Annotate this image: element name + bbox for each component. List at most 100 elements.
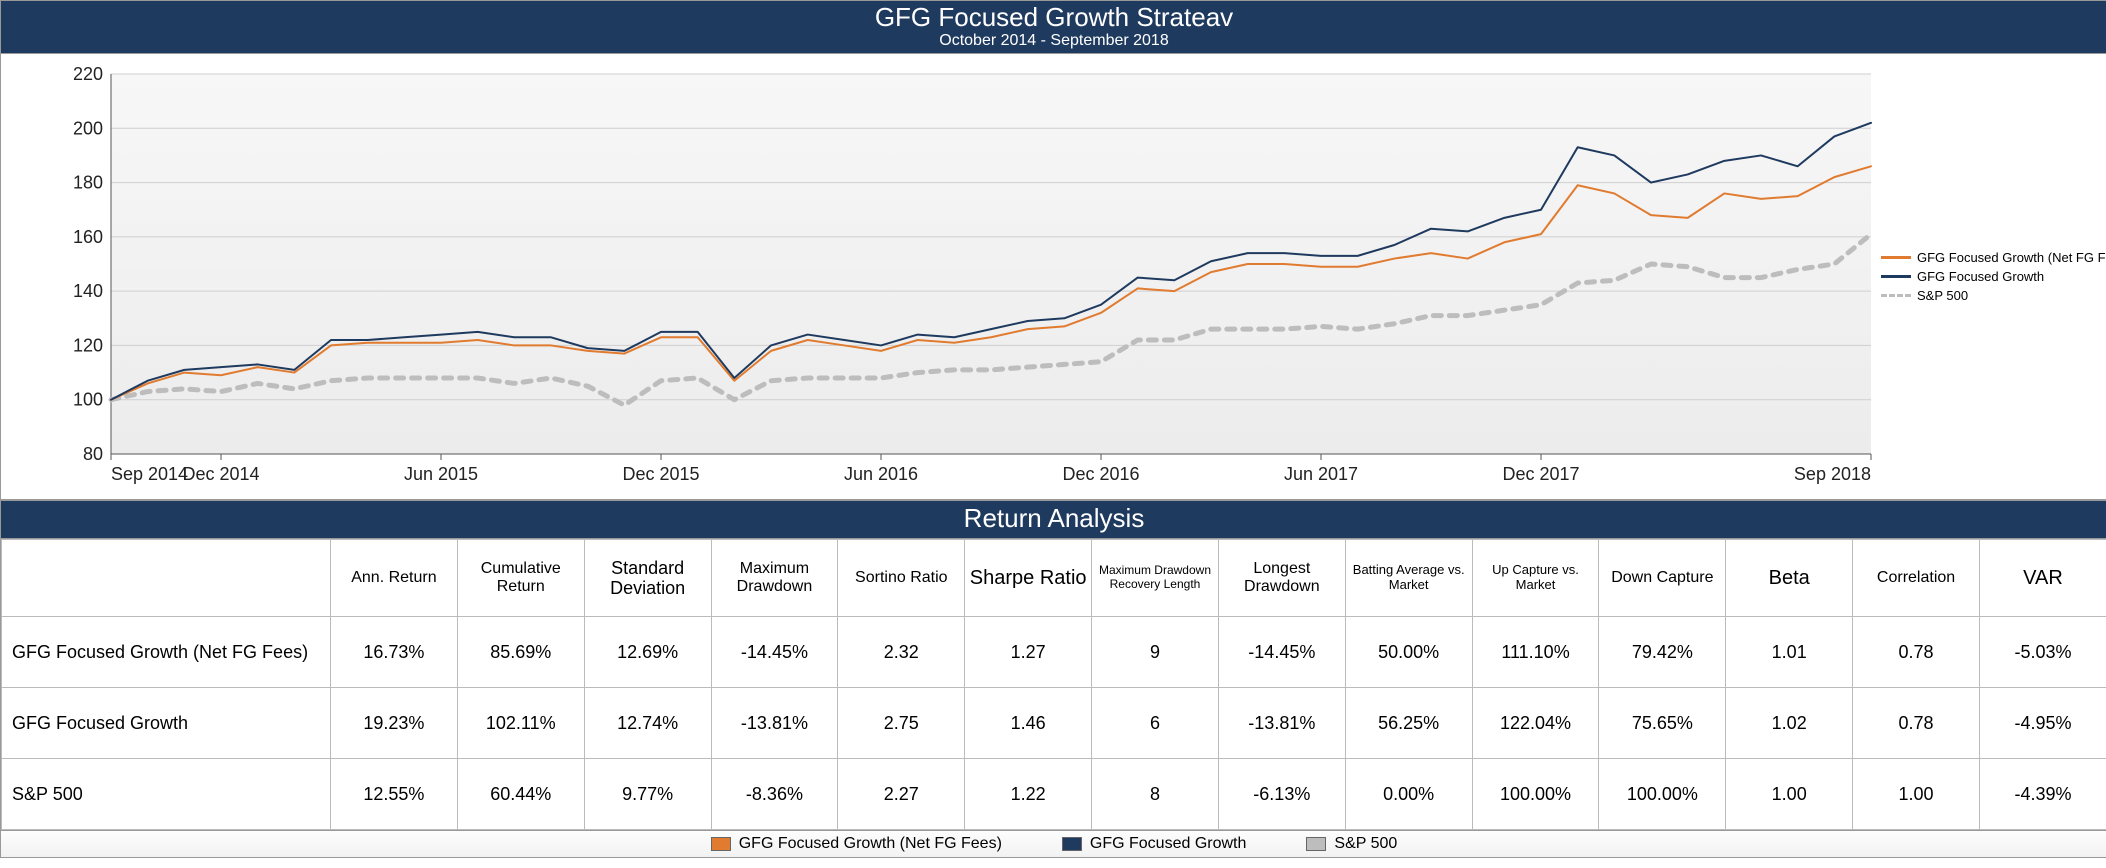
legend-label: S&P 500: [1917, 288, 1968, 303]
table-row: GFG Focused Growth (Net FG Fees)16.73%85…: [2, 617, 2106, 688]
table-cell: 56.25%: [1345, 688, 1472, 759]
table-cell: 60.44%: [457, 759, 584, 830]
table-column-header: Batting Average vs. Market: [1345, 540, 1472, 617]
bottom-legend-item: GFG Focused Growth (Net FG Fees): [711, 835, 1002, 853]
table-cell: -5.03%: [1979, 617, 2106, 688]
table-cell: 50.00%: [1345, 617, 1472, 688]
legend-swatch: [711, 837, 731, 851]
table-cell: 85.69%: [457, 617, 584, 688]
legend-line-swatch: [1881, 294, 1911, 297]
return-analysis-table: Ann. ReturnCumulative ReturnStandard Dev…: [1, 539, 2106, 830]
table-cell: -13.81%: [711, 688, 838, 759]
table-cell: 0.00%: [1345, 759, 1472, 830]
bottom-legend: GFG Focused Growth (Net FG Fees) GFG Focu…: [1, 830, 2106, 857]
svg-text:Sep 2014: Sep 2014: [111, 464, 188, 484]
legend-item: GFG Focused Growth (Net FG Fees): [1881, 250, 2106, 265]
growth-chart: 80100120140160180200220Sep 2014Dec 2014J…: [1, 54, 2106, 500]
table-column-header: Standard Deviation: [584, 540, 711, 617]
table-column-header: Longest Drawdown: [1218, 540, 1345, 617]
table-cell: 102.11%: [457, 688, 584, 759]
return-analysis-title: Return Analysis: [1, 500, 2106, 539]
svg-text:140: 140: [73, 281, 103, 301]
table-row-label: S&P 500: [2, 759, 331, 830]
bottom-legend-item: GFG Focused Growth: [1062, 835, 1247, 853]
report-container: GFG Focused Growth Strateav October 2014…: [0, 0, 2106, 858]
bottom-legend-label: S&P 500: [1334, 835, 1397, 853]
table-cell: 19.23%: [331, 688, 458, 759]
table-cell: 79.42%: [1599, 617, 1726, 688]
svg-text:Sep 2018: Sep 2018: [1794, 464, 1871, 484]
table-cell: 6: [1092, 688, 1219, 759]
table-cell: 1.02: [1726, 688, 1853, 759]
table-cell: 2.75: [838, 688, 965, 759]
table-cell: 1.27: [965, 617, 1092, 688]
table-cell: 100.00%: [1472, 759, 1599, 830]
table-column-header: Maximum Drawdown: [711, 540, 838, 617]
bottom-legend-item: S&P 500: [1306, 835, 1397, 853]
svg-text:160: 160: [73, 227, 103, 247]
table-cell: -6.13%: [1218, 759, 1345, 830]
table-cell: 100.00%: [1599, 759, 1726, 830]
bottom-legend-label: GFG Focused Growth: [1090, 835, 1247, 853]
legend-item: GFG Focused Growth: [1881, 269, 2106, 284]
table-cell: -4.95%: [1979, 688, 2106, 759]
svg-text:Dec 2015: Dec 2015: [622, 464, 699, 484]
table-column-header: Correlation: [1853, 540, 1980, 617]
table-cell: -14.45%: [1218, 617, 1345, 688]
table-header-blank: [2, 540, 331, 617]
svg-text:180: 180: [73, 173, 103, 193]
table-column-header: VAR: [1979, 540, 2106, 617]
page-subtitle: October 2014 - September 2018: [1, 32, 2106, 50]
table-cell: 75.65%: [1599, 688, 1726, 759]
table-cell: -14.45%: [711, 617, 838, 688]
table-cell: 9.77%: [584, 759, 711, 830]
legend-swatch: [1062, 837, 1082, 851]
table-row-label: GFG Focused Growth (Net FG Fees): [2, 617, 331, 688]
svg-text:200: 200: [73, 118, 103, 138]
table-cell: -13.81%: [1218, 688, 1345, 759]
table-column-header: Maximum Drawdown Recovery Length: [1092, 540, 1219, 617]
table-cell: 12.74%: [584, 688, 711, 759]
table-column-header: Down Capture: [1599, 540, 1726, 617]
title-bar: GFG Focused Growth Strateav October 2014…: [1, 1, 2106, 54]
table-cell: 0.78: [1853, 617, 1980, 688]
chart-plot-area: 80100120140160180200220Sep 2014Dec 2014J…: [1, 54, 1881, 499]
table-cell: 1.22: [965, 759, 1092, 830]
page-title: GFG Focused Growth Strateav: [1, 3, 2106, 32]
table-row-label: GFG Focused Growth: [2, 688, 331, 759]
table-cell: 1.46: [965, 688, 1092, 759]
table-cell: 2.32: [838, 617, 965, 688]
table-cell: 12.55%: [331, 759, 458, 830]
table-column-header: Cumulative Return: [457, 540, 584, 617]
svg-text:Jun 2016: Jun 2016: [844, 464, 918, 484]
table-cell: -8.36%: [711, 759, 838, 830]
legend-label: GFG Focused Growth (Net FG Fees): [1917, 250, 2106, 265]
table-cell: 12.69%: [584, 617, 711, 688]
svg-text:Dec 2014: Dec 2014: [182, 464, 259, 484]
svg-text:Jun 2015: Jun 2015: [404, 464, 478, 484]
svg-text:220: 220: [73, 64, 103, 84]
table-column-header: Sharpe Ratio: [965, 540, 1092, 617]
table-cell: -4.39%: [1979, 759, 2106, 830]
svg-text:Jun 2017: Jun 2017: [1284, 464, 1358, 484]
table-cell: 0.78: [1853, 688, 1980, 759]
svg-text:Dec 2017: Dec 2017: [1502, 464, 1579, 484]
table-cell: 122.04%: [1472, 688, 1599, 759]
legend-swatch: [1306, 837, 1326, 851]
table-row: S&P 50012.55%60.44%9.77%-8.36%2.271.228-…: [2, 759, 2106, 830]
table-cell: 9: [1092, 617, 1219, 688]
table-column-header: Beta: [1726, 540, 1853, 617]
legend-line-swatch: [1881, 275, 1911, 278]
table-column-header: Ann. Return: [331, 540, 458, 617]
svg-text:120: 120: [73, 336, 103, 356]
table-cell: 16.73%: [331, 617, 458, 688]
table-cell: 8: [1092, 759, 1219, 830]
table-cell: 2.27: [838, 759, 965, 830]
legend-line-swatch: [1881, 256, 1911, 259]
svg-text:100: 100: [73, 390, 103, 410]
table-column-header: Up Capture vs. Market: [1472, 540, 1599, 617]
table-cell: 1.01: [1726, 617, 1853, 688]
table-cell: 1.00: [1853, 759, 1980, 830]
legend-label: GFG Focused Growth: [1917, 269, 2044, 284]
bottom-legend-label: GFG Focused Growth (Net FG Fees): [739, 835, 1002, 853]
